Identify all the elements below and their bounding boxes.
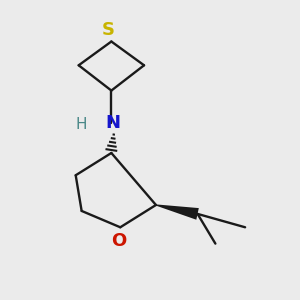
Text: N: N (105, 114, 120, 132)
Polygon shape (156, 204, 199, 220)
Text: H: H (76, 117, 87, 132)
Text: O: O (111, 232, 126, 250)
Text: S: S (102, 20, 115, 38)
